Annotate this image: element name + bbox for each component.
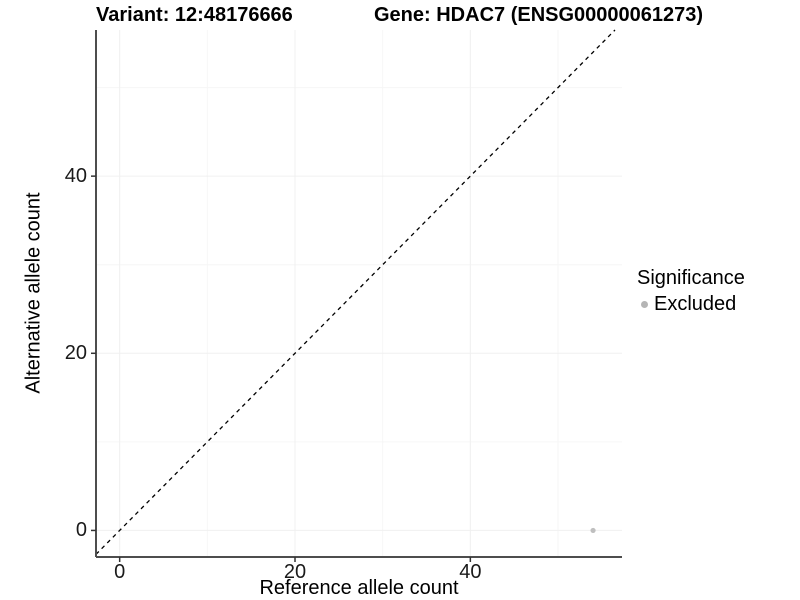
plot-title-gene: Gene: HDAC7 (ENSG00000061273)	[374, 4, 704, 26]
legend-entry-0: Excluded	[637, 292, 745, 316]
legend-entry-label: Excluded	[654, 293, 737, 315]
y-axis-title: Alternative allele count	[22, 192, 45, 394]
legend-key-dot	[641, 300, 648, 308]
plot-canvas	[91, 29, 622, 562]
x-tick-label-20: 20	[283, 561, 307, 583]
data-point-0	[590, 527, 596, 534]
y-tick-label-40: 40	[64, 165, 87, 188]
x-tick-label-40: 40	[459, 561, 482, 583]
x-axis-title: Reference allele count	[259, 577, 459, 599]
legend-title: Significance	[637, 267, 745, 289]
plot-title-variant: Variant: 12:48176666	[96, 4, 293, 26]
plot-panel	[91, 29, 622, 562]
y-tick-label-0: 0	[75, 519, 87, 542]
identity-line	[95, 29, 616, 555]
legend: Significance Excluded	[637, 266, 745, 316]
y-tick-label-20: 20	[64, 342, 87, 365]
legend-entries: Excluded	[637, 292, 745, 316]
x-tick-label-0: 0	[114, 561, 126, 583]
